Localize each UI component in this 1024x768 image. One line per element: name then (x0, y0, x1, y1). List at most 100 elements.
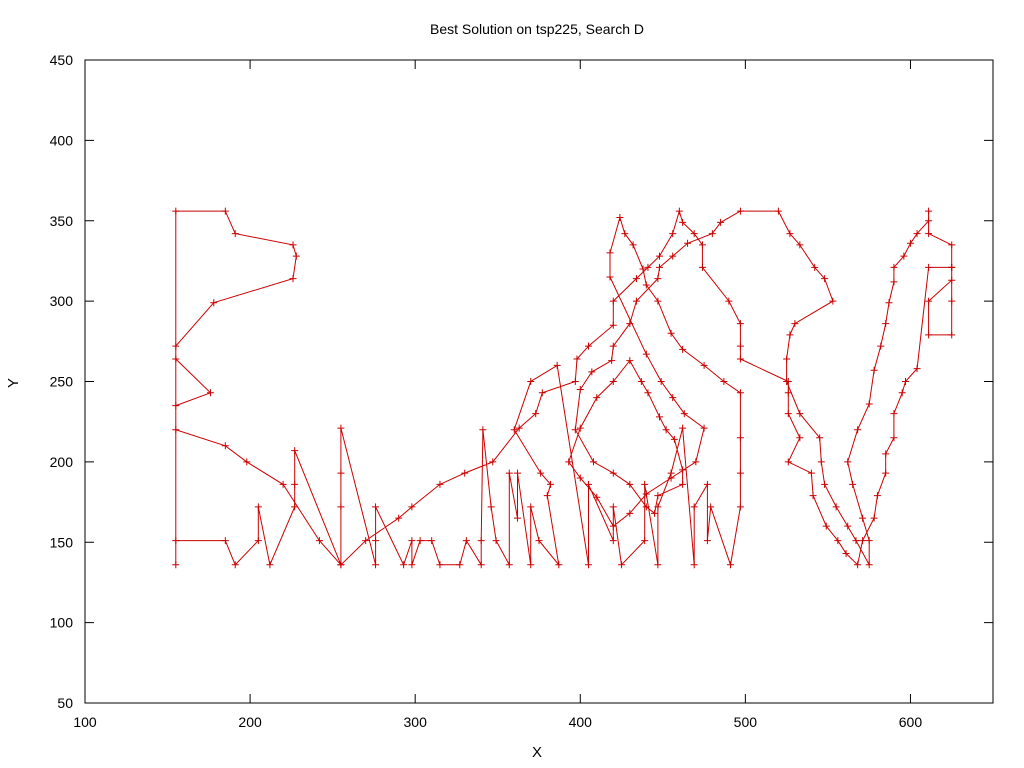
city-point (537, 469, 545, 477)
city-point (416, 537, 424, 545)
city-point (859, 514, 867, 522)
y-tick-label: 50 (57, 695, 73, 711)
city-point (948, 241, 956, 249)
city-point (535, 537, 543, 545)
city-point (925, 207, 933, 215)
city-point (644, 263, 652, 271)
city-point (641, 480, 649, 488)
city-point (585, 561, 593, 569)
city-point (588, 368, 596, 376)
city-point (717, 218, 725, 226)
city-point (925, 331, 933, 339)
city-point (172, 402, 180, 410)
city-point (172, 537, 180, 545)
x-tick-label: 600 (899, 714, 923, 730)
city-point (890, 278, 898, 286)
city-point (632, 275, 640, 283)
y-tick-label: 300 (50, 293, 74, 309)
city-point (172, 342, 180, 350)
city-point (571, 378, 579, 385)
city-point (913, 365, 921, 373)
city-point (925, 263, 933, 271)
city-point (593, 394, 601, 402)
city-point (644, 389, 652, 397)
city-point (510, 426, 518, 434)
city-point (514, 469, 522, 477)
city-point (621, 230, 629, 238)
city-point (842, 550, 850, 558)
city-point (816, 434, 824, 442)
city-point (791, 320, 799, 328)
city-point (571, 426, 579, 434)
city-point (725, 297, 733, 305)
city-point (527, 378, 535, 385)
city-point (882, 450, 890, 458)
city-point (616, 214, 624, 222)
city-point (243, 458, 251, 466)
city-point (809, 492, 817, 500)
city-point (670, 435, 678, 443)
city-point (606, 249, 614, 257)
city-point (865, 537, 873, 545)
city-point (221, 207, 229, 215)
city-point (593, 493, 601, 501)
city-point (172, 355, 180, 363)
city-point (626, 480, 634, 488)
city-point (736, 389, 744, 397)
city-point (172, 561, 180, 569)
city-point (479, 426, 487, 434)
city-point (609, 342, 617, 350)
city-point (882, 320, 890, 328)
city-point (925, 297, 933, 305)
city-point (576, 474, 584, 482)
city-point (890, 410, 898, 418)
city-point (315, 537, 323, 545)
plot-frame (84, 59, 994, 704)
city-point (829, 297, 837, 305)
city-point (543, 492, 551, 500)
city-point (609, 537, 617, 545)
city-point (786, 331, 794, 339)
city-point (172, 207, 180, 215)
city-point (609, 469, 617, 477)
y-tick-label: 150 (50, 534, 74, 550)
city-point (784, 458, 792, 466)
city-point (436, 561, 444, 569)
tour-markers (172, 207, 956, 569)
city-point (172, 426, 180, 434)
x-tick-label: 500 (734, 714, 758, 730)
city-point (337, 424, 345, 432)
city-point (576, 424, 584, 432)
city-point (641, 537, 649, 545)
city-point (906, 239, 914, 247)
city-point (400, 561, 408, 569)
city-point (408, 503, 416, 511)
city-point (736, 355, 744, 363)
city-point (609, 503, 617, 511)
x-tick-label: 200 (238, 714, 262, 730)
city-point (231, 561, 239, 569)
city-point (505, 469, 513, 477)
city-point (690, 503, 698, 511)
city-point (626, 320, 634, 328)
city-point (870, 514, 878, 522)
city-point (456, 561, 464, 569)
city-point (784, 378, 792, 385)
y-tick-label: 350 (50, 213, 74, 229)
city-point (428, 537, 436, 545)
city-point (679, 480, 687, 488)
city-point (796, 434, 804, 442)
city-point (684, 239, 692, 247)
city-point (291, 480, 299, 488)
city-point (654, 503, 662, 511)
y-tick-label: 450 (50, 52, 74, 68)
city-point (708, 230, 716, 238)
city-point (913, 230, 921, 238)
city-point (657, 378, 665, 385)
city-point (585, 480, 593, 488)
city-point (629, 241, 637, 249)
city-point (266, 561, 274, 569)
city-point (337, 561, 345, 569)
city-point (337, 469, 345, 477)
city-point (289, 275, 297, 283)
